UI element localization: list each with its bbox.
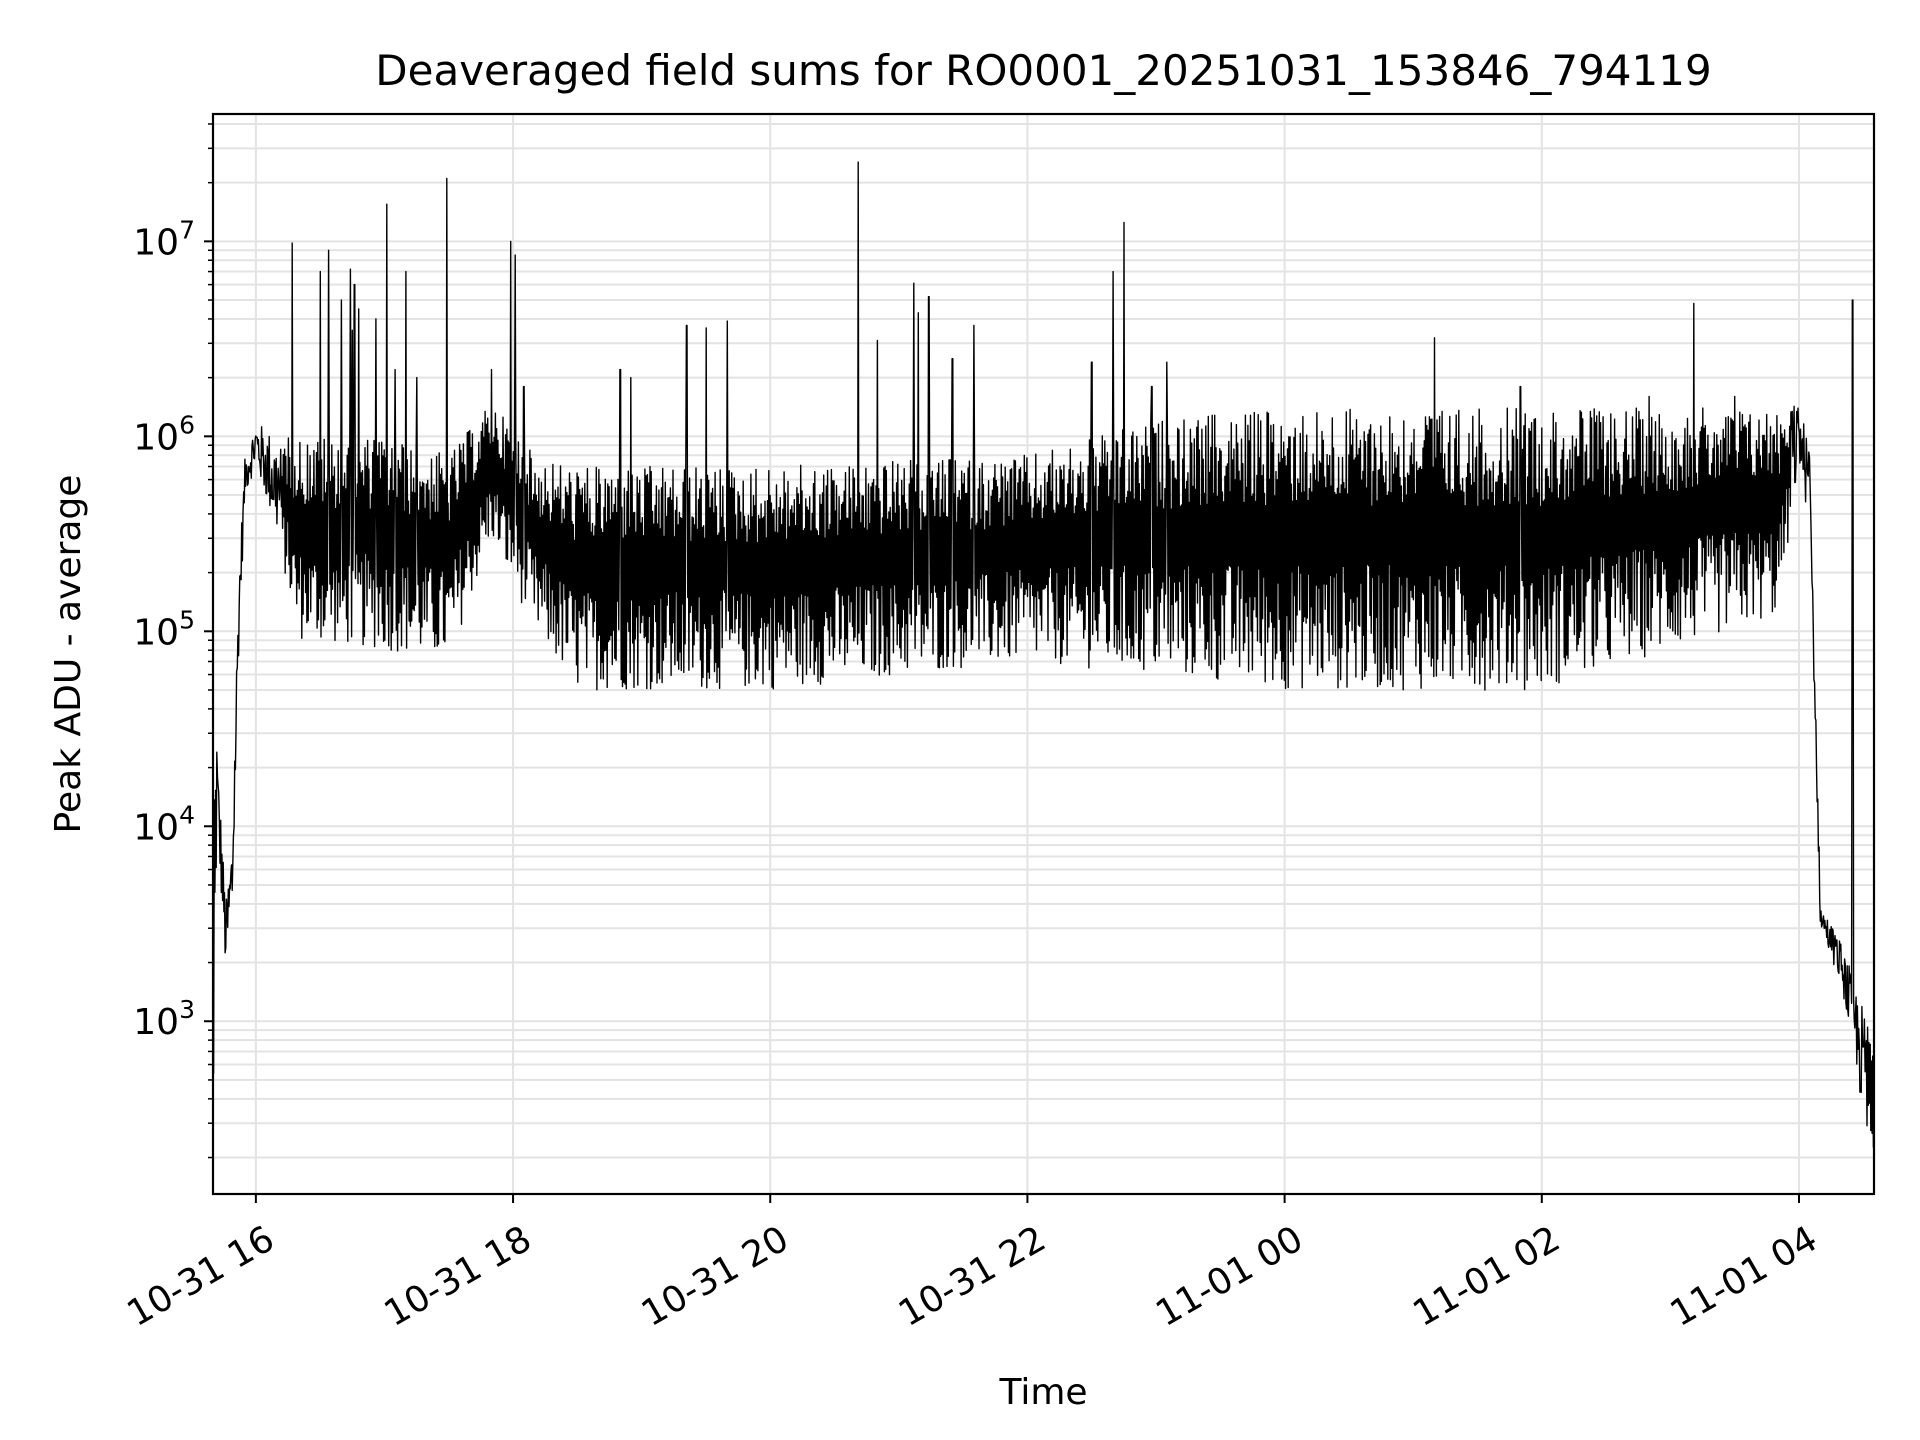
series-line-group bbox=[212, 161, 1875, 1148]
series-line bbox=[212, 161, 1875, 1148]
y-tick-label: 104 bbox=[133, 800, 195, 848]
plot-frame bbox=[211, 112, 1876, 1196]
x-axis-label: Time bbox=[998, 1372, 1087, 1413]
y-tick-label: 105 bbox=[133, 605, 195, 653]
y-axis-label: Peak ADU - average bbox=[48, 475, 89, 834]
y-tick-label: 106 bbox=[133, 410, 195, 458]
y-tick-label: 103 bbox=[133, 995, 195, 1043]
chart-title: Deaveraged field sums for RO0001_2025103… bbox=[375, 46, 1711, 95]
grid bbox=[213, 114, 1874, 1194]
y-tick-label: 107 bbox=[133, 215, 195, 263]
